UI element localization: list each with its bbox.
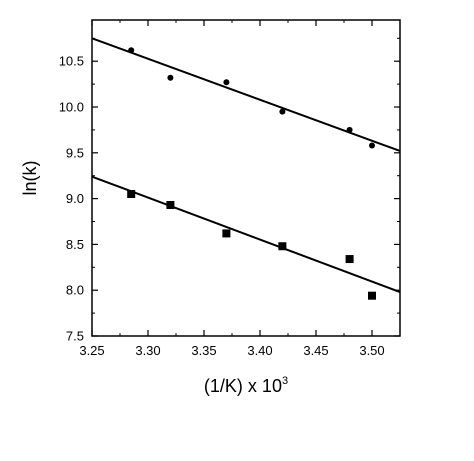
x-tick-label: 3.50 [359,343,384,358]
y-axis-title: ln(k) [20,161,40,196]
plot-frame [91,19,401,337]
fit-line-2 [91,175,401,293]
data-point-circle [128,47,135,54]
y-tick-label: 10.0 [59,100,84,115]
data-point-circle [223,79,230,86]
x-tick-label: 3.45 [303,343,328,358]
y-tick-labels: 7.5 8.0 8.5 9.0 9.5 10.0 10.5 [59,54,84,344]
data-point-circle [279,108,286,115]
x-axis-title: (1/K) x 103 [204,375,288,396]
data-point-square [166,201,175,210]
data-point-circle [369,142,375,149]
fit-line-1 [91,37,401,152]
data-point-square [368,291,376,300]
x-tick-label: 3.40 [247,343,272,358]
data-point-square [127,190,136,199]
markers [127,47,376,300]
y-ticks [92,37,400,337]
y-tick-label: 9.5 [66,145,84,160]
data-point-circle [346,126,353,133]
y-tick-label: 9.0 [66,191,84,206]
data-point-square [278,242,287,251]
x-tick-label: 3.25 [79,343,104,358]
x-tick-label: 3.30 [135,343,160,358]
y-tick-label: 8.5 [66,237,84,252]
fit-lines [91,37,401,293]
data-point-square [345,255,354,264]
x-axis-title-superscript: 3 [282,375,288,387]
x-tick-labels: 3.25 3.30 3.35 3.40 3.45 3.50 [79,343,384,358]
y-tick-label: 7.5 [66,329,84,344]
y-tick-label: 8.0 [66,283,84,298]
data-point-circle [167,74,174,81]
data-point-square [222,229,231,238]
x-ticks [91,20,373,336]
y-tick-label: 10.5 [59,54,84,69]
x-axis-title-text: (1/K) x 10 [204,376,282,396]
x-tick-label: 3.35 [191,343,216,358]
